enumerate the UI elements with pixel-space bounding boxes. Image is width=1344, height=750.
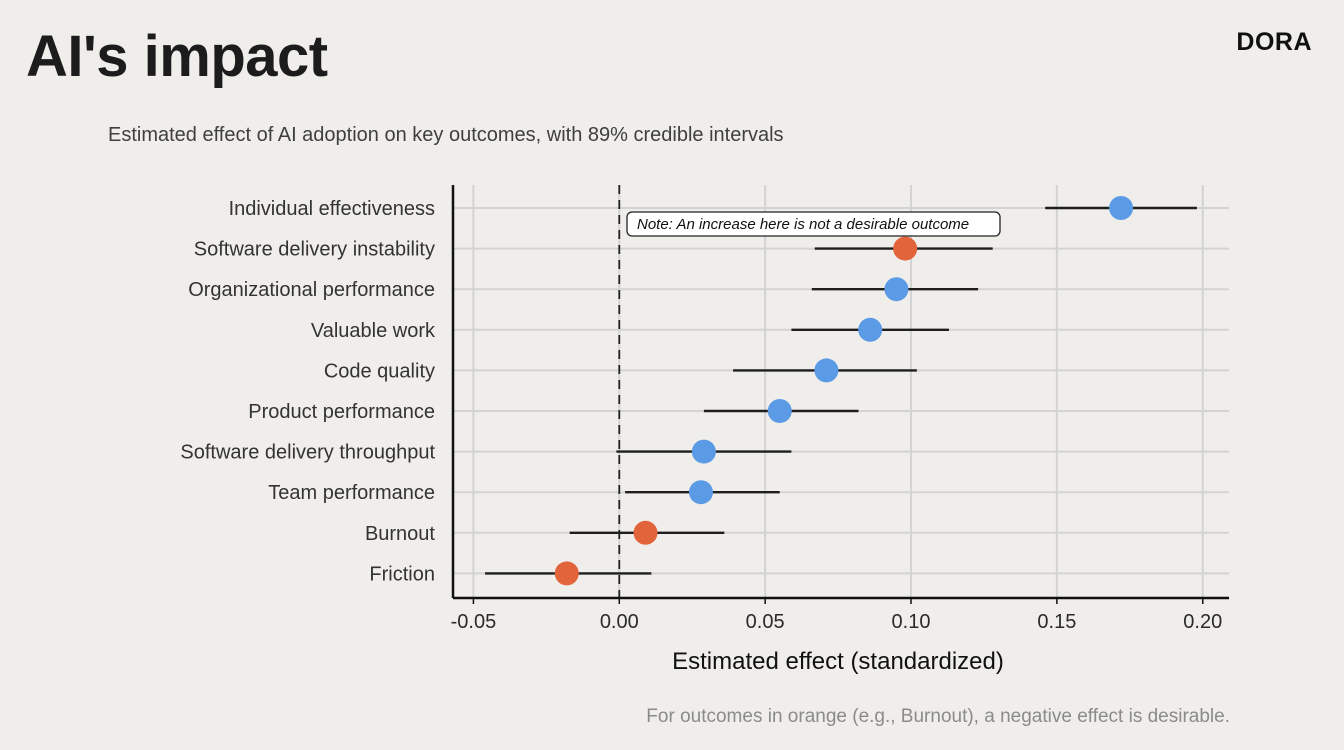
category-label: Team performance	[268, 482, 435, 504]
category-label-layer: Individual effectiveness Software deliver…	[180, 198, 436, 585]
x-tick-label: 0.00	[600, 611, 639, 633]
annotation-layer: Note: An increase here is not a desirabl…	[626, 211, 1001, 237]
estimate-point	[688, 480, 713, 505]
estimate-point	[633, 520, 658, 545]
interval-layer	[485, 206, 1197, 575]
estimate-point	[858, 317, 883, 342]
category-label: Valuable work	[311, 320, 436, 342]
x-tick-label: -0.05	[451, 611, 497, 633]
x-tick-label: 0.05	[746, 611, 785, 633]
category-label: Software delivery throughput	[180, 442, 435, 464]
page-title: AI's impact	[26, 24, 328, 89]
annotation-box	[626, 211, 1001, 237]
tick-label-layer: -0.05 0.00 0.05 0.10 0.15 0.20	[451, 611, 1223, 633]
estimate-point	[893, 236, 918, 261]
category-label: Organizational performance	[188, 279, 435, 301]
point-layer	[554, 196, 1134, 586]
x-tick-label: 0.10	[892, 611, 931, 633]
estimate-point	[1109, 196, 1134, 220]
grid-layer	[453, 185, 1229, 598]
category-label: Friction	[369, 563, 435, 585]
category-label: Software delivery instability	[194, 239, 435, 261]
axis-layer	[451, 185, 1229, 604]
estimate-point	[691, 439, 716, 464]
category-label: Burnout	[365, 523, 435, 545]
category-label: Individual effectiveness	[229, 198, 435, 220]
estimate-point	[554, 561, 579, 586]
x-tick-label: 0.15	[1037, 611, 1076, 633]
category-label: Product performance	[248, 401, 435, 423]
category-label: Code quality	[324, 360, 435, 382]
dora-logo: DORA	[1236, 28, 1312, 56]
estimate-point	[814, 358, 839, 383]
estimate-point	[884, 277, 909, 302]
chart-subtitle: Estimated effect of AI adoption on key o…	[108, 124, 784, 146]
x-tick-label: 0.20	[1183, 611, 1222, 633]
estimate-point	[767, 399, 792, 423]
annotation-text: Note: An increase here is not a desirabl…	[637, 216, 969, 233]
footnote: For outcomes in orange (e.g., Burnout), …	[646, 706, 1230, 727]
x-axis-title: Estimated effect (standardized)	[672, 648, 1004, 675]
